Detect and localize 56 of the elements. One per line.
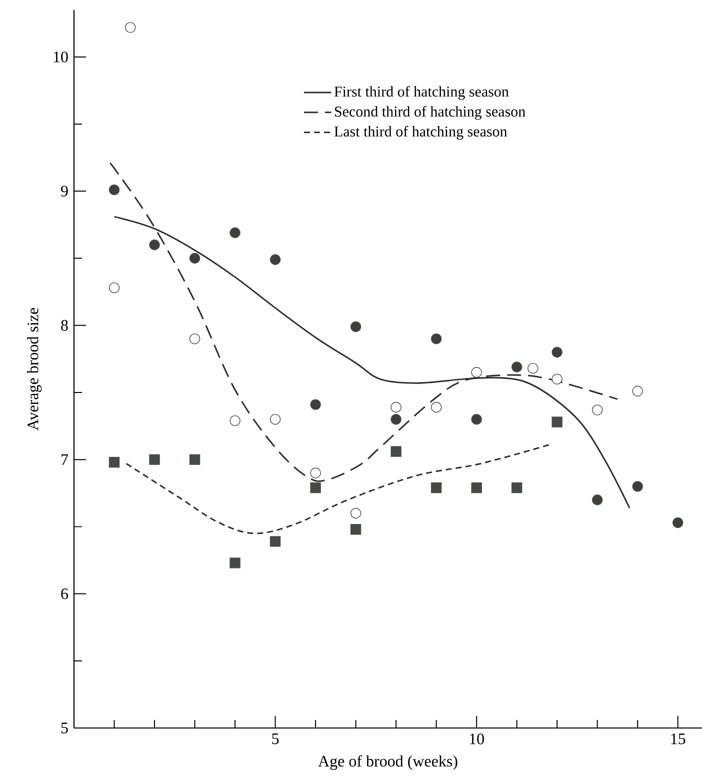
- point: [430, 333, 442, 344]
- point: [189, 252, 200, 264]
- point: [189, 454, 200, 465]
- point: [471, 414, 482, 425]
- x-tick-label: 5: [272, 734, 279, 744]
- legend-label: Second third of hatching season: [334, 106, 526, 120]
- point: [632, 386, 643, 396]
- y-tick-label: 6: [61, 588, 68, 600]
- point: [230, 415, 240, 426]
- point: [350, 508, 362, 519]
- y-axis-title: Average brood size: [27, 308, 42, 430]
- point: [552, 346, 562, 358]
- y-tick-label: 5: [61, 722, 68, 734]
- point: [108, 282, 120, 294]
- y-tick-label: 10: [54, 52, 68, 62]
- y-tick-label: 8: [61, 320, 68, 331]
- point: [230, 558, 240, 568]
- point: [430, 402, 442, 413]
- point: [511, 482, 522, 494]
- point: [592, 494, 603, 506]
- point: [511, 362, 522, 372]
- point: [310, 399, 321, 410]
- point: [552, 374, 562, 384]
- point: [430, 482, 442, 494]
- point: [149, 240, 160, 250]
- x-tick-label: 10: [470, 734, 484, 744]
- y-tick-label: 9: [60, 186, 68, 197]
- legend-label: First third of hatching season: [334, 86, 509, 100]
- point: [189, 333, 200, 344]
- point: [672, 517, 684, 528]
- point: [310, 482, 321, 494]
- point: [350, 524, 362, 535]
- point: [270, 254, 281, 265]
- point: [270, 414, 281, 425]
- point: [108, 184, 120, 196]
- point: [310, 468, 321, 478]
- legend-label: Last third of hatching season: [334, 126, 508, 140]
- point: [390, 402, 402, 413]
- point: [528, 362, 538, 374]
- point: [632, 481, 643, 492]
- point: [592, 404, 603, 416]
- y-tick-label: 7: [62, 454, 68, 465]
- x-axis-title: Age of brood (weeks): [318, 755, 458, 770]
- point: [471, 482, 482, 494]
- point: [390, 414, 402, 425]
- point: [230, 227, 240, 238]
- point: [149, 454, 160, 465]
- point: [108, 456, 120, 468]
- x-tick-label: 15: [671, 734, 686, 744]
- point: [552, 416, 562, 428]
- point: [390, 446, 402, 457]
- point: [125, 22, 136, 33]
- point: [471, 367, 482, 378]
- point: [270, 536, 281, 547]
- line-series: [126, 444, 550, 534]
- point: [350, 321, 362, 332]
